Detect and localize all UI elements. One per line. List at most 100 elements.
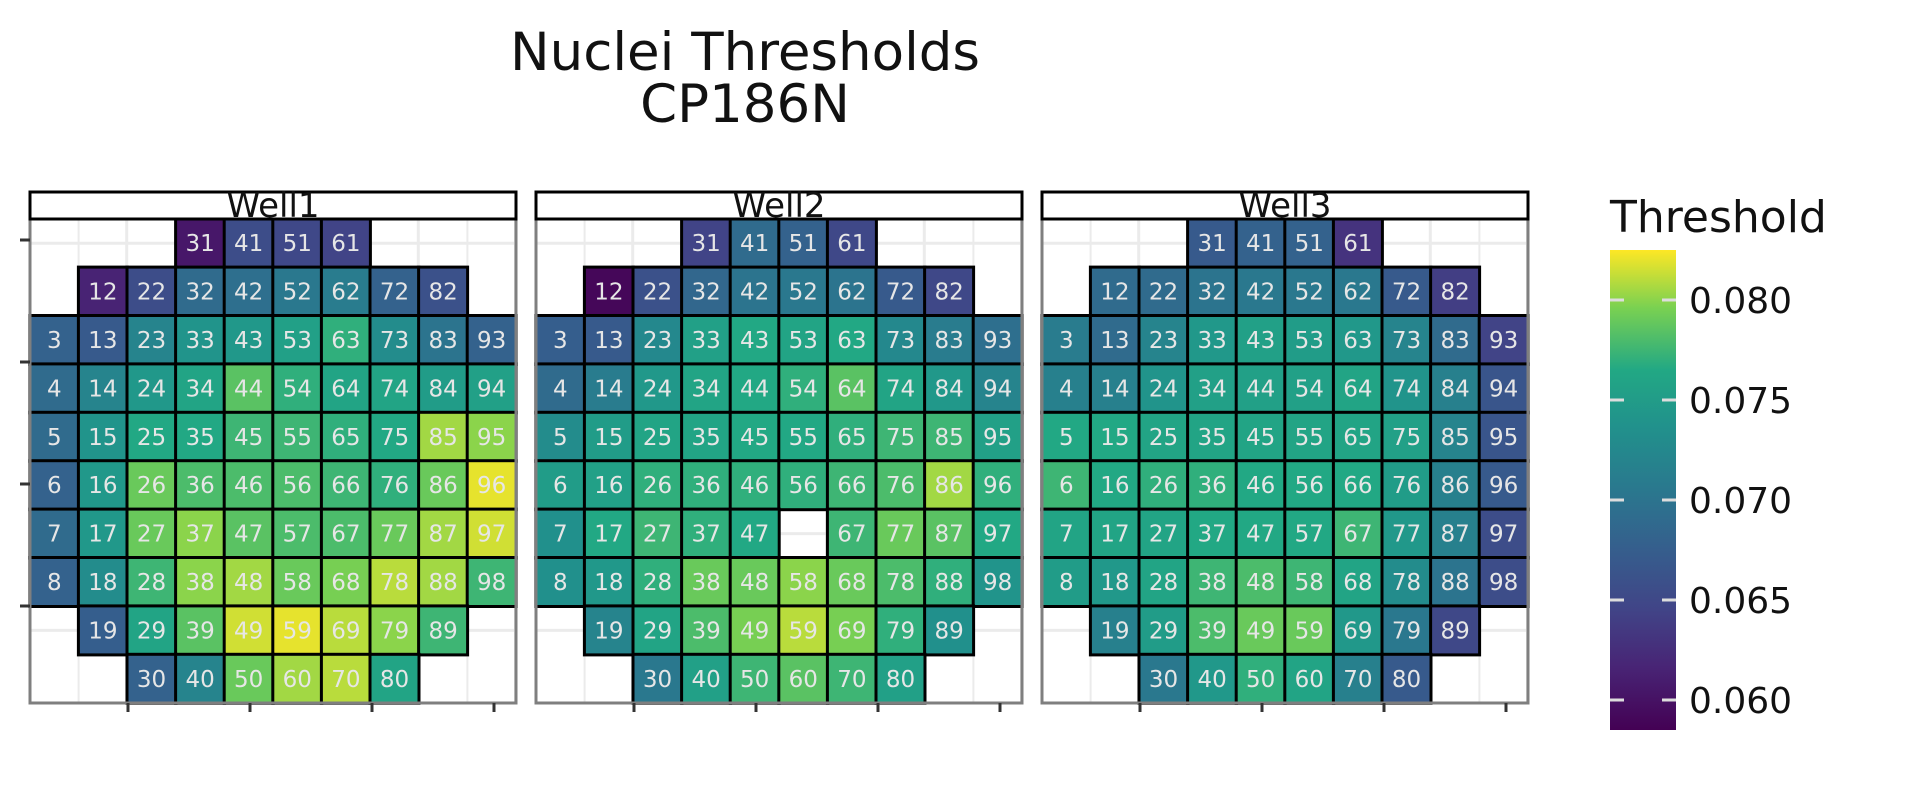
cell-label: 5 <box>47 425 62 451</box>
heatmap-cell <box>1137 265 1190 318</box>
cell-label: 62 <box>331 280 360 306</box>
cell-label: 31 <box>691 231 720 257</box>
cell-label: 30 <box>643 667 672 693</box>
heatmap-cell <box>1429 604 1482 657</box>
legend-ticks: 0.060 0.065 0.070 0.075 0.080 <box>1610 281 1792 722</box>
legend-tick-label: 0.065 <box>1689 581 1792 622</box>
cell-label: 83 <box>1440 328 1469 354</box>
cell-label: 34 <box>691 376 720 402</box>
cell-label: 53 <box>283 328 312 354</box>
heatmap-cell <box>1477 507 1530 560</box>
heatmap-cell <box>76 314 129 366</box>
facet-strip <box>1040 190 1530 221</box>
cell-label: 50 <box>234 667 263 693</box>
cell-label: 40 <box>185 667 214 693</box>
heatmap-cell <box>125 507 178 560</box>
cell-label: 66 <box>837 473 866 499</box>
cell-label: 64 <box>331 376 360 402</box>
cell-label: 28 <box>137 570 166 596</box>
heatmap-cell <box>777 314 830 366</box>
cell-label: 96 <box>983 473 1012 499</box>
cell-label: 54 <box>789 376 818 402</box>
heatmap-cell <box>728 507 781 560</box>
cell-label: 58 <box>1295 570 1324 596</box>
heatmap-cell <box>174 410 227 463</box>
cell-label: 37 <box>1197 522 1226 548</box>
heatmap-cell <box>368 314 421 366</box>
cell-label: 67 <box>331 522 360 548</box>
legend-colorbar <box>1610 250 1676 730</box>
heatmap-cell <box>319 556 372 608</box>
heatmap-cell <box>125 314 178 366</box>
cell-label: 87 <box>934 522 963 548</box>
cell-label: 78 <box>886 570 915 596</box>
heatmap-cell <box>728 652 781 705</box>
cell-label: 79 <box>886 618 915 644</box>
cell-label: 75 <box>1392 425 1421 451</box>
cell-label: 61 <box>331 231 360 257</box>
heatmap-cell <box>174 507 227 560</box>
cell-label: 54 <box>1295 376 1324 402</box>
heatmap-cell <box>1137 314 1190 366</box>
heatmap-cell <box>1429 314 1482 366</box>
cell-label: 25 <box>1149 425 1178 451</box>
cell-label: 62 <box>1343 280 1372 306</box>
heatmap-cell <box>631 314 684 366</box>
cell-label: 38 <box>1197 570 1226 596</box>
heatmap-cell <box>368 362 421 415</box>
cell-label: 36 <box>1197 473 1226 499</box>
cell-label: 35 <box>185 425 214 451</box>
cell-label: 95 <box>983 425 1012 451</box>
cell-label: 85 <box>428 425 457 451</box>
cell-label: 15 <box>594 425 623 451</box>
cell-label: 23 <box>137 328 166 354</box>
cell-label: 69 <box>837 618 866 644</box>
cell-label: 82 <box>934 280 963 306</box>
cell-label: 33 <box>1197 328 1226 354</box>
cell-label: 68 <box>1343 570 1372 596</box>
heatmap-cell <box>1429 362 1482 415</box>
cell-label: 37 <box>185 522 214 548</box>
heatmap-cell <box>465 362 518 415</box>
cell-label: 65 <box>837 425 866 451</box>
cell-label: 31 <box>185 231 214 257</box>
cell-label: 47 <box>1246 522 1275 548</box>
heatmap-cell <box>76 507 129 560</box>
heatmap-cell <box>417 410 470 463</box>
cell-label: 72 <box>1392 280 1421 306</box>
cell-label: 88 <box>1440 570 1469 596</box>
heatmap-cell <box>1283 265 1336 318</box>
cell-label: 27 <box>1149 522 1178 548</box>
cell-label: 87 <box>1440 522 1469 548</box>
cell-label: 39 <box>691 618 720 644</box>
cell-label: 59 <box>1295 618 1324 644</box>
heatmap-cell <box>1088 556 1141 608</box>
cell-label: 94 <box>1489 376 1518 402</box>
cell-label: 69 <box>331 618 360 644</box>
facet-strip <box>28 190 518 221</box>
heatmap-cell <box>222 604 275 657</box>
cell-label: 19 <box>88 618 117 644</box>
heatmap-cell <box>1380 459 1433 512</box>
cell-label: 43 <box>740 328 769 354</box>
cell-label: 72 <box>886 280 915 306</box>
cell-label: 14 <box>88 376 117 402</box>
cell-label: 37 <box>691 522 720 548</box>
heatmap-cell <box>1283 604 1336 657</box>
cell-label: 24 <box>643 376 672 402</box>
cell-label: 23 <box>643 328 672 354</box>
cell-label: 85 <box>1440 425 1469 451</box>
heatmap-cell <box>1186 314 1239 366</box>
cell-label: 65 <box>331 425 360 451</box>
heatmap-cell <box>631 604 684 657</box>
cell-label: 22 <box>137 280 166 306</box>
cell-label: 72 <box>380 280 409 306</box>
cell-label: 84 <box>428 376 457 402</box>
heatmap-cell <box>1380 652 1433 705</box>
cell-label: 16 <box>594 473 623 499</box>
heatmap-cell <box>825 265 878 318</box>
heatmap-cell <box>1137 507 1190 560</box>
cell-label: 6 <box>1059 473 1074 499</box>
